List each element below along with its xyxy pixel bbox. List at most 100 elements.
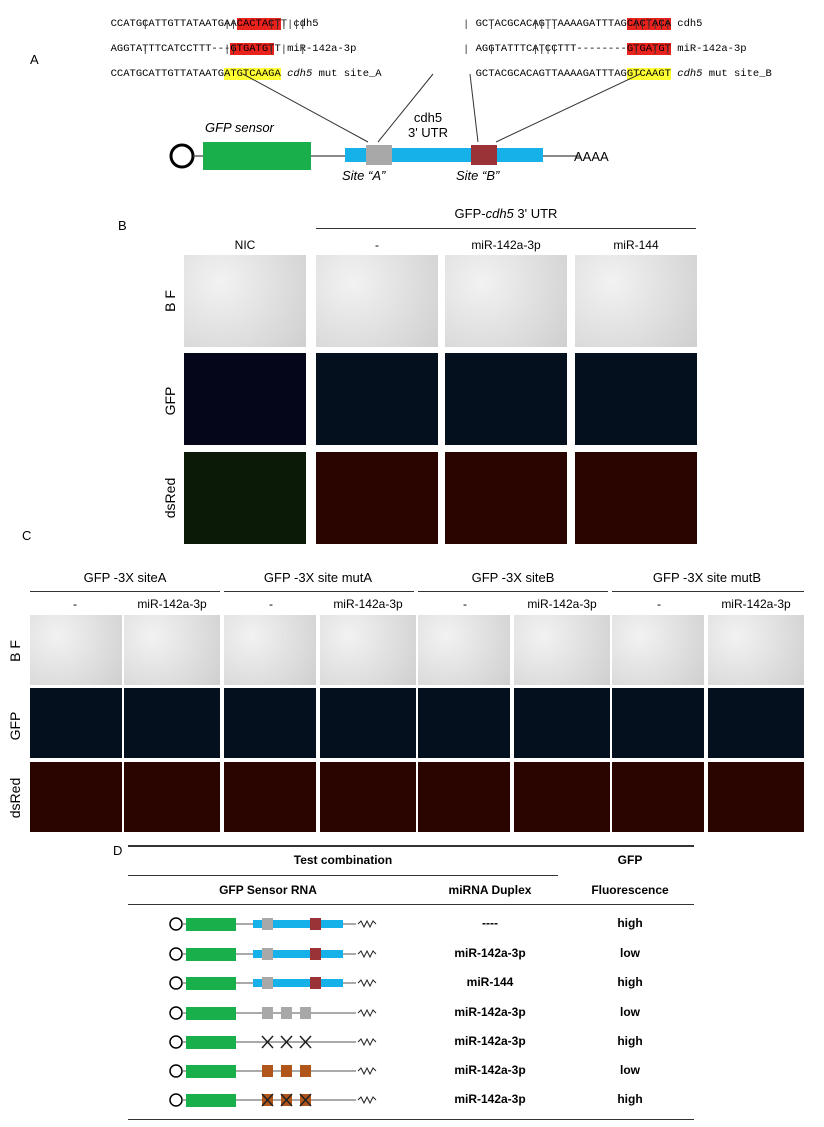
image-b-bf-control (316, 255, 438, 347)
group-label-mutsitea: GFP -3X site mutA (263, 570, 373, 585)
sub-label-6: miR-142a-3p (527, 597, 597, 611)
pairing-bars-left-2: | || | | | (98, 44, 306, 56)
sub-label-5: - (463, 597, 467, 611)
image-c-gfp-1 (30, 688, 122, 758)
c-row-label-dsred: dsRed (7, 777, 23, 819)
seq-label-italic: cdh5 (287, 68, 313, 80)
seq-left-mut: CCATGCATTGTTATAATGATGTCAAGA cdh5 mut sit… (98, 56, 382, 80)
pairing-bars-left-1: | || |||||| (98, 19, 306, 31)
panel-letter-b: B (118, 218, 127, 233)
sub-label-3: - (269, 597, 273, 611)
seq-label: miR-142a-3p (677, 43, 747, 55)
col-label-nic: NIC (234, 238, 256, 252)
d-fluor-value: low (620, 1005, 640, 1019)
d-duplex-value: miR-142a-3p (454, 946, 526, 960)
image-b-dsred-control (316, 452, 438, 544)
image-c-gfp-2 (124, 688, 220, 758)
header-text: GFP- (454, 206, 486, 221)
col-label-mir144: miR-144 (613, 238, 659, 252)
image-c-dsred-8 (708, 762, 804, 832)
header-italic: cdh5 (485, 206, 514, 221)
panel-b-header: GFP-cdh5 3' UTR (316, 206, 696, 221)
d-duplex-value: miR-142a-3p (454, 1063, 526, 1077)
sensor-construct-diagram (169, 917, 377, 931)
seq-label: miR-142a-3p (287, 43, 357, 55)
seq-text: CCATGCATTGTTATAATGAA (110, 18, 237, 30)
image-c-gfp-8 (708, 688, 804, 758)
image-c-bf-5 (418, 615, 510, 685)
image-b-dsred-nic (184, 452, 306, 544)
row-label-dsred: dsRed (162, 477, 178, 519)
d-mid-line (128, 875, 558, 876)
seq-label: mut site_B (702, 68, 772, 80)
sub-label-8: miR-142a-3p (721, 597, 791, 611)
image-c-gfp-7 (612, 688, 704, 758)
pairing-bars-right-2: | | |||| | | | (463, 44, 671, 56)
image-c-bf-1 (30, 615, 122, 685)
panel-letter-c: C (22, 528, 32, 543)
image-b-gfp-mir144 (575, 353, 697, 445)
image-b-gfp-control (316, 353, 438, 445)
d-fluor-value: high (617, 1092, 643, 1106)
d-header-gfp: GFP (617, 853, 643, 867)
pairing-bars-right-1: | | |||| |||||| (463, 19, 671, 31)
image-b-bf-mir142 (445, 255, 567, 347)
image-c-bf-6 (514, 615, 610, 685)
sub-label-7: - (657, 597, 661, 611)
image-c-dsred-3 (224, 762, 316, 832)
seq-right-mir: AGGTATTTCATCCTTT--------GTGATGT miR-142a… (463, 31, 747, 55)
col-label-mir142: miR-142a-3p (471, 238, 541, 252)
image-b-gfp-mir142 (445, 353, 567, 445)
d-fluor-value: low (620, 946, 640, 960)
sub-label-4: miR-142a-3p (333, 597, 403, 611)
d-fluor-value: low (620, 1063, 640, 1077)
c-row-label-gfp: GFP (7, 711, 23, 741)
d-bottom-line (128, 1119, 694, 1120)
image-b-dsred-mir144 (575, 452, 697, 544)
d-top-line (128, 845, 694, 847)
group-label-sitea: GFP -3X siteA (83, 570, 167, 585)
image-c-bf-3 (224, 615, 316, 685)
seq-label: cdh5 (677, 18, 703, 30)
image-c-gfp-6 (514, 688, 610, 758)
d-duplex-value: miR-142a-3p (454, 1092, 526, 1106)
seq-highlight: CACTACA (626, 18, 671, 30)
gfp-sensor-label: GFP sensor (205, 120, 274, 135)
image-c-bf-7 (612, 615, 704, 685)
polya-label: AAAA (574, 149, 609, 164)
seq-right-cdh5: GCTACGCACAGTTAAAAGATTTAGCACTACA cdh5 (463, 6, 702, 30)
seq-left-mir: AGGTATTTCATCCTTT---GTGATGTT miR-142a-3p (98, 31, 356, 55)
sensor-construct-diagram (169, 976, 377, 990)
sensor-construct-diagram (169, 1093, 377, 1107)
group-line-siteb (418, 591, 608, 592)
sensor-construct-diagram (169, 1064, 377, 1078)
seq-highlight: GTGATGT (230, 43, 275, 55)
d-header-test: Test combination (293, 853, 393, 867)
image-c-dsred-1 (30, 762, 122, 832)
d-duplex-value: miR-142a-3p (454, 1034, 526, 1048)
image-c-bf-4 (320, 615, 416, 685)
panel-letter-d: D (113, 843, 123, 858)
d-fluor-value: high (617, 1034, 643, 1048)
site-b-label: Site “B” (456, 168, 500, 183)
header-text: 3' UTR (513, 206, 558, 221)
image-b-gfp-nic (184, 353, 306, 445)
seq-text: GCTACGCACAGTTAAAAGATTTAG (475, 18, 627, 30)
seq-left-cdh5: CCATGCATTGTTATAATGAACACTACTT cdh5 (98, 6, 319, 30)
group-label-mutsiteb: GFP -3X site mutB (652, 570, 762, 585)
seq-mutation: ATGTCAAGA (224, 68, 281, 80)
image-c-bf-2 (124, 615, 220, 685)
construct-diagram (169, 73, 641, 170)
sensor-construct-diagram (169, 1035, 377, 1049)
d-fluor-value: high (617, 916, 643, 930)
seq-text: T (274, 43, 281, 55)
d-col-fluor: Fluorescence (591, 883, 669, 897)
image-c-dsred-2 (124, 762, 220, 832)
col-label-control: - (375, 238, 379, 252)
image-b-dsred-mir142 (445, 452, 567, 544)
d-duplex-value: miR-142a-3p (454, 1005, 526, 1019)
site-a-label: Site “A” (342, 168, 386, 183)
image-c-gfp-3 (224, 688, 316, 758)
utr-label-utr: 3' UTR (407, 125, 449, 140)
image-b-bf-nic (184, 255, 306, 347)
